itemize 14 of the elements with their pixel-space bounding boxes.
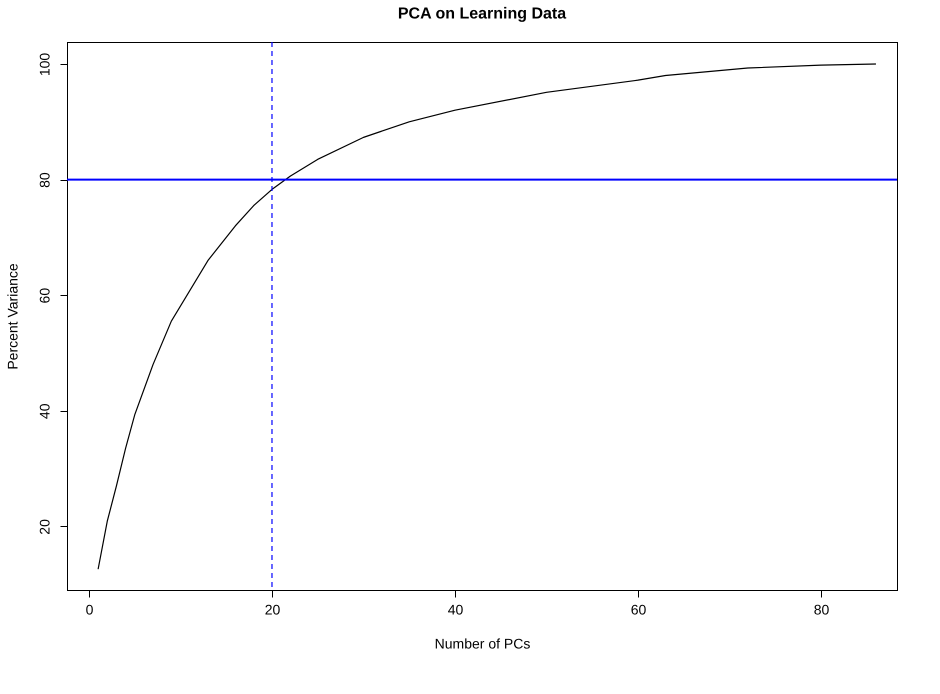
x-tick-label: 0 bbox=[86, 602, 94, 618]
x-tick-label: 80 bbox=[814, 602, 830, 618]
x-tick-label: 40 bbox=[448, 602, 464, 618]
x-tick-label: 20 bbox=[264, 602, 280, 618]
y-tick-label: 40 bbox=[36, 403, 52, 420]
y-tick-label: 80 bbox=[36, 172, 52, 188]
y-axis-title: Percent Variance bbox=[4, 263, 20, 370]
y-tick-label: 60 bbox=[36, 288, 52, 304]
chart-title: PCA on Learning Data bbox=[398, 5, 566, 22]
line-series bbox=[98, 63, 877, 570]
x-tick-label: 60 bbox=[630, 602, 647, 618]
y-tick-label: 100 bbox=[36, 52, 52, 76]
y-tick-label: 20 bbox=[36, 518, 52, 535]
x-axis-title: Number of PCs bbox=[434, 636, 530, 652]
